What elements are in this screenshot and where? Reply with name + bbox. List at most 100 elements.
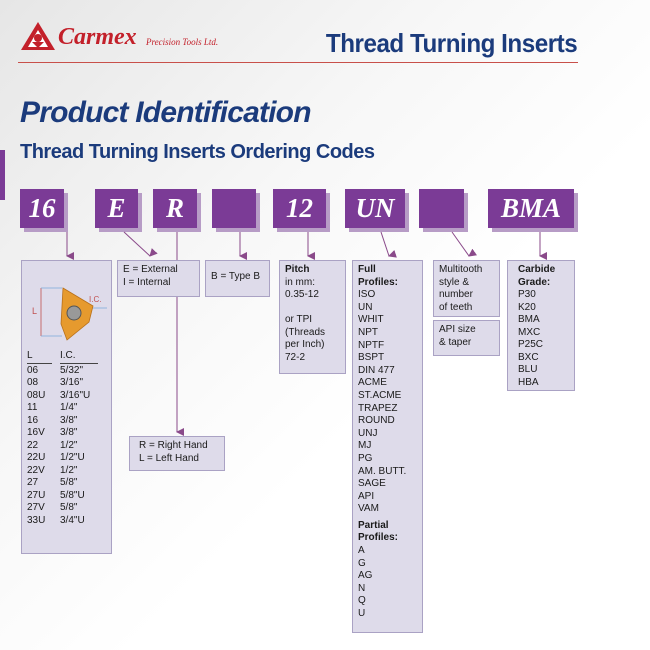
grade-item: BLU bbox=[518, 364, 538, 375]
ic-value: 1/2" bbox=[60, 464, 78, 476]
multitooth-line: Multitooth bbox=[439, 264, 483, 275]
profile-item: AG bbox=[358, 570, 373, 582]
size-box: L I.C. L I.C. 06 5/32" 08 3/16" 08U 3/16"U 11 1/4… bbox=[21, 260, 112, 554]
code-multitooth bbox=[419, 189, 464, 228]
section-subtitle: Thread Turning Inserts Ordering Codes bbox=[20, 141, 375, 163]
ic-value: 1/2" bbox=[60, 439, 78, 451]
size-row: 27U 5/8"U bbox=[27, 490, 106, 503]
pitch-line bbox=[285, 302, 340, 315]
diagram-ic-label: I.C. bbox=[89, 295, 101, 304]
multitooth-line: number bbox=[439, 289, 473, 300]
ic-value: 5/8" bbox=[60, 477, 78, 488]
profile-item: API bbox=[358, 490, 375, 502]
grade-list: P30 K20 BMA MXC P25C BXC BLU HBA bbox=[518, 289, 569, 389]
type-text: B = Type B bbox=[211, 271, 261, 282]
ic-value: 3/8" bbox=[60, 427, 78, 438]
grade-box: Carbide Grade: P30 K20 BMA MXC P25C BXC BLU HBA bbox=[507, 260, 575, 391]
brand-name: Carmex bbox=[58, 24, 137, 50]
ic-value: 5/8" bbox=[60, 502, 78, 513]
ic-value: 3/16" bbox=[60, 377, 84, 388]
size-row: 22V 1/2" bbox=[27, 465, 106, 478]
profile-item: BSPT bbox=[358, 352, 385, 364]
size-row: 22U 1/2"U bbox=[27, 452, 106, 465]
size-row: 16 3/8" bbox=[27, 415, 106, 428]
grade-item: MXC bbox=[518, 326, 541, 338]
api-line: API size bbox=[439, 324, 476, 335]
profile-item: NPTF bbox=[358, 339, 385, 351]
ic-value: 5/8"U bbox=[60, 489, 85, 501]
code-pitch: 12 bbox=[273, 189, 326, 228]
diagram-l-label: L bbox=[32, 306, 37, 316]
l-value: 27 bbox=[27, 477, 39, 488]
code-ext-int: E bbox=[95, 189, 138, 228]
size-row: 16V 3/8" bbox=[27, 427, 106, 440]
hand-box: R = Right Hand L = Left Hand bbox=[129, 436, 225, 471]
ic-value: 3/8" bbox=[60, 414, 78, 426]
ext-int-line: E = External bbox=[123, 264, 178, 275]
size-row: 22 1/2" bbox=[27, 440, 106, 453]
pitch-line: 72-2 bbox=[285, 351, 306, 363]
pitch-heading: Pitch bbox=[285, 264, 310, 275]
profile-item: PG bbox=[358, 452, 373, 464]
profile-item: DIN 477 bbox=[358, 364, 395, 376]
ic-value: 1/4" bbox=[60, 402, 78, 413]
size-col-header: L bbox=[27, 350, 52, 364]
side-accent-bar bbox=[0, 150, 5, 200]
grade-item: P30 bbox=[518, 289, 536, 300]
page-title: Product Identification bbox=[20, 96, 312, 129]
partial-profiles-heading: Partial Profiles: bbox=[358, 519, 399, 544]
hand-line: R = Right Hand bbox=[139, 440, 208, 451]
carmex-logo-icon bbox=[21, 22, 55, 50]
profile-item: AM. BUTT. bbox=[358, 465, 407, 477]
size-table-header: L I.C. bbox=[27, 350, 106, 364]
brand-subtitle: Precision Tools Ltd. bbox=[146, 37, 219, 47]
l-value: 06 bbox=[27, 364, 39, 376]
ic-value: 3/4"U bbox=[60, 514, 85, 526]
profile-item: A bbox=[358, 545, 365, 557]
code-grade: BMA bbox=[488, 189, 574, 228]
pitch-line: per Inch) bbox=[285, 339, 325, 350]
l-value: 11 bbox=[27, 402, 38, 413]
ext-int-box: E = External I = Internal bbox=[117, 260, 200, 297]
l-value: 22U bbox=[27, 452, 46, 463]
pitch-line: (Threads bbox=[285, 326, 326, 338]
profile-item: Q bbox=[358, 595, 366, 607]
profile-item: U bbox=[358, 608, 366, 620]
profile-item: NPT bbox=[358, 326, 378, 338]
grade-item: K20 bbox=[518, 301, 536, 313]
profile-item: N bbox=[358, 582, 366, 594]
ic-value: 1/2"U bbox=[60, 452, 85, 463]
size-row: 08 3/16" bbox=[27, 377, 106, 390]
profile-item: WHIT bbox=[358, 314, 384, 326]
partial-profiles-list: A G AG N Q U bbox=[358, 545, 417, 621]
pitch-box: Pitch in mm: 0.35-12 or TPI (Threads per Inc… bbox=[279, 260, 346, 374]
profile-item: ST.ACME bbox=[358, 389, 402, 401]
profile-item: TRAPEZ bbox=[358, 402, 398, 414]
profile-item: ROUND bbox=[358, 415, 395, 427]
grade-heading: Carbide Grade: bbox=[518, 264, 556, 288]
size-col-header: I.C. bbox=[60, 350, 98, 364]
size-row: 06 5/32" bbox=[27, 365, 106, 378]
size-row: 11 1/4" bbox=[27, 402, 106, 415]
profile-item: VAM bbox=[358, 503, 379, 515]
header-divider bbox=[18, 62, 578, 63]
type-box: B = Type B bbox=[205, 260, 270, 297]
l-value: 33U bbox=[27, 514, 46, 526]
multitooth-line: of teeth bbox=[439, 301, 473, 313]
ic-value: 3/16"U bbox=[60, 389, 91, 401]
hand-line: L = Left Hand bbox=[139, 452, 199, 464]
size-row: 33U 3/4"U bbox=[27, 515, 106, 528]
api-line: & taper bbox=[439, 336, 472, 348]
profile-item: UN bbox=[358, 301, 373, 313]
pitch-lines: in mm: 0.35-12 or TPI (Threads per Inch) 72-2 bbox=[285, 277, 340, 365]
code-hand: R bbox=[153, 189, 197, 228]
ext-int-line: I = Internal bbox=[123, 276, 171, 288]
profile-item: MJ bbox=[358, 440, 372, 452]
api-box: API size & taper bbox=[433, 320, 500, 356]
size-row: 27 5/8" bbox=[27, 477, 106, 490]
profile-item: ACME bbox=[358, 377, 387, 389]
full-profiles-heading: Full Profiles: bbox=[358, 264, 399, 288]
l-value: 27V bbox=[27, 502, 45, 513]
l-value: 08 bbox=[27, 377, 39, 388]
code-size: 16 bbox=[20, 189, 64, 228]
